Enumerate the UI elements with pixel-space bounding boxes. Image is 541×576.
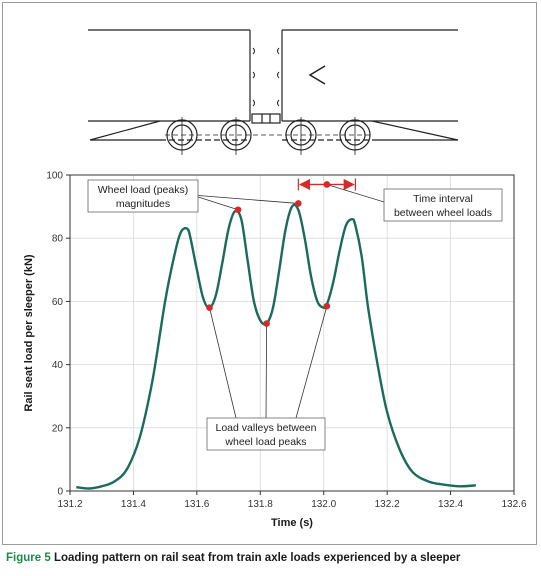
peak-leader-line [191, 194, 239, 211]
y-tick-label: 0 [57, 487, 63, 498]
x-tick-label: 131.2 [57, 499, 82, 510]
x-tick-label: 131.8 [248, 499, 273, 510]
peaks-annotation-line1: Wheel load (peaks) [98, 184, 188, 196]
valley-marker [263, 320, 270, 327]
plot-frame [69, 174, 515, 492]
interval-annotation-line1: Time interval [413, 193, 473, 205]
figure-svg: 131.2 131.4 131.6 131.8 132.0 132.2 132.4 132.6… [23, 29, 527, 529]
valley-leader-line [209, 307, 237, 419]
figure-frame [2, 2, 537, 545]
y-tick-label: 20 [52, 423, 64, 434]
interval-annotation-line2: between wheel loads [394, 207, 492, 219]
x-tick-label: 132.4 [438, 499, 463, 510]
door-hinge-marks [252, 47, 280, 107]
peaks-annotation-line2: magnitudes [116, 198, 170, 210]
interval-leader-line [326, 184, 385, 203]
x-tick-label: 132.0 [311, 499, 336, 510]
annotation-leaders [191, 178, 385, 419]
x-tick-label: 132.2 [375, 499, 400, 510]
chart-series [76, 203, 476, 490]
y-tick-label: 40 [52, 360, 64, 371]
peak-leader-line [191, 194, 299, 204]
y-tick-label: 80 [52, 234, 64, 245]
interval-marker [323, 181, 331, 188]
peak-marker [234, 206, 242, 214]
chart-markers [206, 181, 331, 327]
x-tick-label: 131.6 [184, 499, 209, 510]
valley-leader-line [295, 306, 328, 419]
chart-axes [66, 174, 515, 495]
coupler [251, 113, 281, 124]
valleys-annotation-line2: wheel load peaks [224, 436, 306, 448]
figure-caption-text: Loading pattern on rail seat from train … [53, 552, 461, 564]
wheelset-group [165, 117, 372, 155]
bogie-frame-left [89, 120, 161, 141]
y-axis-title: Rail seat load per sleeper (kN) [23, 254, 35, 411]
x-axis-title: Time (s) [271, 517, 313, 529]
peak-marker [295, 200, 302, 207]
figure-caption: Figure 5 Loading pattern on rail seat fr… [6, 552, 536, 564]
valleys-annotation: Load valleys between wheel load peaks [206, 417, 326, 451]
valleys-annotation-line1: Load valleys between [216, 422, 317, 434]
series-line [76, 203, 476, 490]
x-tick-label: 132.6 [501, 499, 526, 510]
chart-tick-labels: 131.2 131.4 131.6 131.8 132.0 132.2 132.4 132.6… [46, 171, 527, 511]
x-tick-label: 131.4 [121, 499, 146, 510]
train-bogie-schematic [88, 29, 459, 155]
valley-marker [206, 304, 213, 312]
valley-leader-line [265, 323, 268, 419]
y-tick-label: 60 [52, 297, 64, 308]
y-tick-label: 100 [46, 171, 63, 182]
peaks-annotation: Wheel load (peaks) magnitudes [87, 179, 199, 213]
direction-chevron-icon [308, 65, 326, 85]
interval-annotation: Time interval between wheel loads [383, 188, 503, 222]
bogie-frame-right [371, 120, 459, 141]
figure-caption-label: Figure 5 [6, 552, 51, 564]
valley-marker [323, 302, 331, 310]
